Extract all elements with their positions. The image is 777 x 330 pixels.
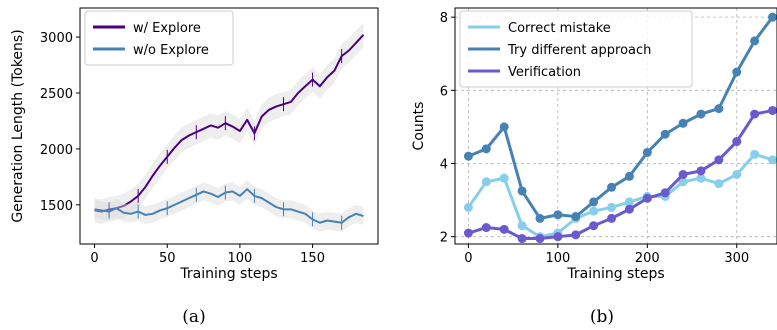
legend-label: Verification — [508, 65, 581, 80]
y-tick-label: 2000 — [40, 143, 73, 158]
data-point — [607, 213, 617, 223]
data-point — [696, 173, 706, 183]
series-band — [94, 22, 364, 224]
data-point — [768, 155, 777, 165]
data-point — [624, 197, 634, 207]
data-point — [589, 221, 599, 231]
panel-caption: (b) — [590, 307, 614, 327]
data-point — [660, 188, 670, 198]
data-point — [678, 118, 688, 128]
data-point — [750, 109, 760, 119]
legend-label: Correct mistake — [508, 21, 611, 36]
legend-label: Try different approach — [507, 43, 651, 58]
data-point — [642, 193, 652, 203]
data-point — [517, 186, 527, 196]
x-tick-label: 50 — [159, 251, 176, 266]
legend-label: w/o Explore — [133, 43, 209, 58]
y-tick-label: 2500 — [40, 87, 73, 102]
data-point — [607, 202, 617, 212]
series-line-2 — [467, 108, 773, 241]
data-point — [768, 105, 777, 115]
panel-a: 0 50 100 150 1500 2000 2500 3000 Training steps G… — [10, 7, 379, 327]
x-axis-label: Training steps — [179, 266, 277, 282]
data-point — [481, 223, 491, 233]
data-point — [714, 155, 724, 165]
x-tick-label: 0 — [464, 251, 472, 266]
data-point — [553, 210, 563, 220]
data-point — [624, 171, 634, 181]
legend-label: w/ Explore — [133, 21, 201, 36]
data-point — [463, 228, 473, 238]
y-tick-label: 6 — [440, 84, 448, 99]
data-point — [696, 109, 706, 119]
data-point — [571, 212, 581, 222]
data-point — [750, 149, 760, 159]
series-line-1 — [94, 188, 364, 224]
x-tick-label: 200 — [635, 251, 660, 266]
y-tick-label: 2 — [440, 231, 448, 246]
x-tick-label: 150 — [300, 251, 325, 266]
legend-box — [459, 10, 693, 88]
data-point — [463, 151, 473, 161]
series-line-1 — [467, 16, 774, 220]
data-point — [517, 221, 527, 231]
x-axis-label: Training steps — [566, 266, 664, 282]
x-tick-label: 0 — [90, 251, 98, 266]
y-tick-label: 4 — [440, 158, 448, 173]
data-point — [535, 234, 545, 244]
y-tick-label: 1500 — [40, 199, 73, 214]
data-point — [463, 202, 473, 212]
data-point — [642, 148, 652, 158]
series-line-0 — [94, 34, 365, 213]
data-point — [732, 67, 742, 77]
data-point — [571, 230, 581, 240]
legend-box — [84, 10, 234, 66]
data-point — [589, 206, 599, 216]
data-point — [481, 177, 491, 187]
data-point — [750, 36, 760, 46]
data-point — [660, 129, 670, 139]
data-point — [714, 104, 724, 114]
y-tick-label: 3000 — [40, 31, 73, 46]
data-point — [607, 182, 617, 192]
y-axis-label: Counts — [411, 102, 427, 151]
data-point — [553, 232, 563, 242]
data-point — [732, 169, 742, 179]
data-point — [678, 169, 688, 179]
data-point — [535, 213, 545, 223]
data-point — [768, 12, 777, 22]
y-tick-label: 8 — [440, 11, 448, 26]
panel-caption: (a) — [182, 307, 205, 327]
data-point — [732, 137, 742, 147]
plot-frame — [454, 7, 777, 245]
data-point — [589, 197, 599, 207]
data-point — [678, 177, 688, 187]
x-tick-label: 100 — [227, 251, 252, 266]
x-tick-label: 300 — [724, 251, 749, 266]
data-point — [499, 224, 509, 234]
y-axis-label: Generation Length (Tokens) — [10, 29, 26, 222]
data-point — [499, 173, 509, 183]
series-band — [94, 180, 364, 232]
data-point — [714, 179, 724, 189]
data-point — [481, 144, 491, 154]
plot-frame — [79, 7, 379, 245]
data-point — [624, 204, 634, 214]
panel-b: 0 100 200 300 2 4 6 8 Training steps Counts Correc… — [411, 7, 777, 327]
data-point — [517, 234, 527, 244]
x-tick-label: 100 — [545, 251, 570, 266]
data-point — [696, 166, 706, 176]
data-point — [499, 122, 509, 132]
